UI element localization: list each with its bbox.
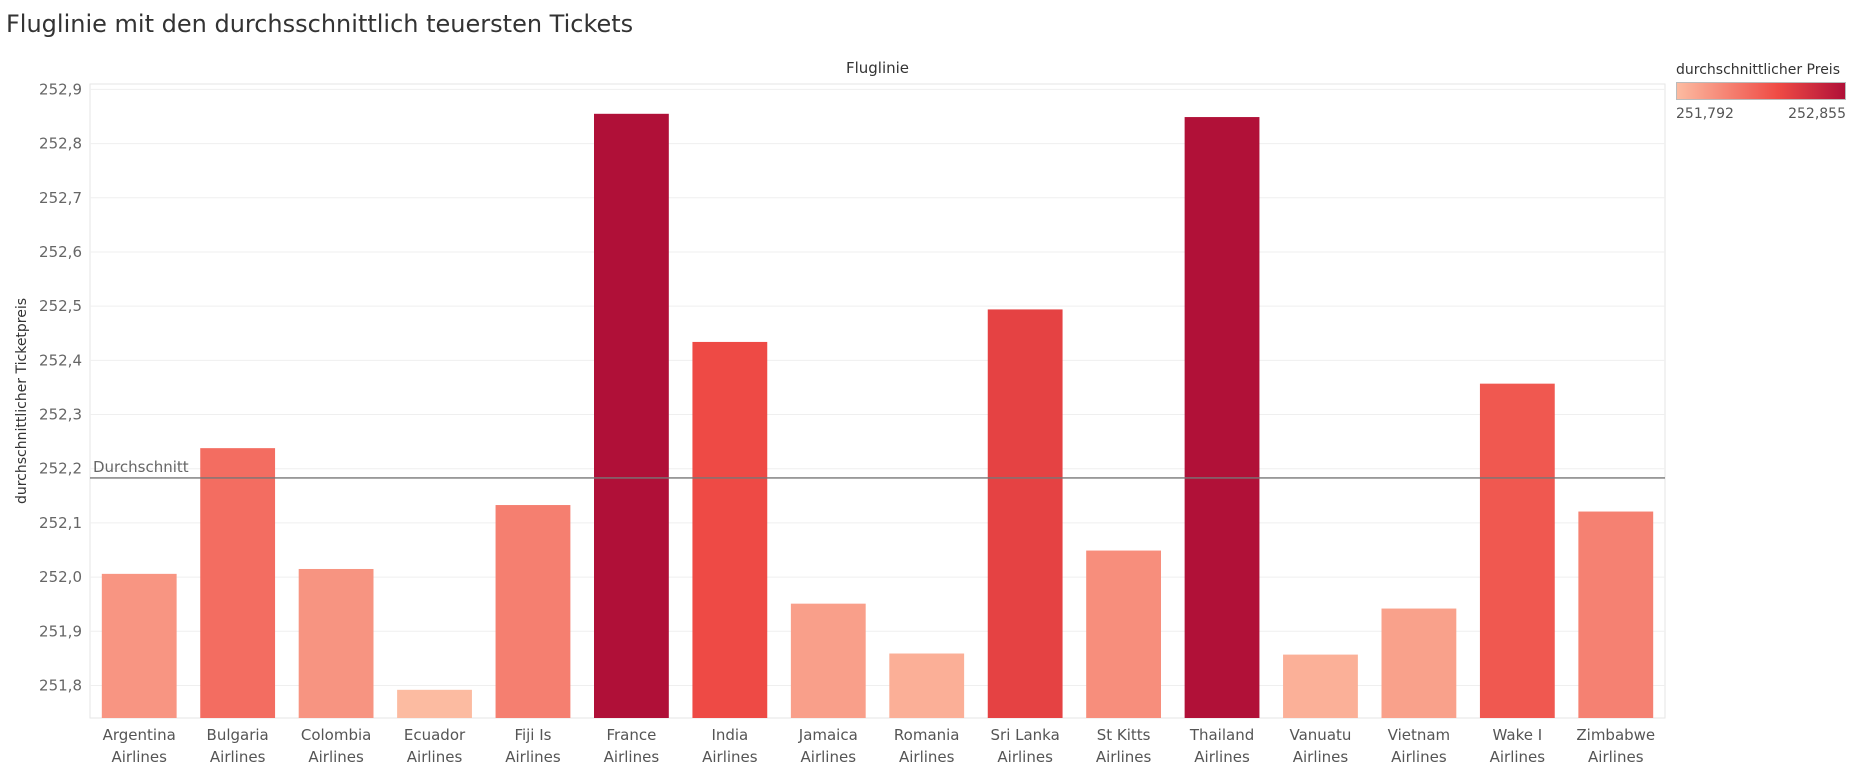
x-tick-label: Vietnam Airlines: [1388, 726, 1451, 766]
x-tick-label: Jamaica Airlines: [798, 726, 858, 766]
bar: [790, 603, 866, 718]
bar: [298, 568, 374, 718]
legend-max-label: 252,855: [1788, 106, 1846, 122]
bar: [987, 309, 1063, 718]
page-title: Fluglinie mit den durchsschnittlich teue…: [6, 10, 634, 38]
y-tick-label: 251,9: [39, 622, 82, 640]
x-tick-label: Wake I Airlines: [1490, 726, 1546, 766]
y-tick-label: 252,1: [39, 514, 82, 532]
y-axis-label: durchschnittlicher Ticketpreis: [14, 298, 30, 504]
y-tick-label: 252,7: [39, 189, 82, 207]
legend-labels: 251,792 252,855: [1676, 106, 1846, 122]
x-tick-label: India Airlines: [702, 726, 758, 766]
color-legend: durchschnittlicher Preis 251,792 252,855: [1676, 62, 1846, 122]
x-tick-label: Fiji Is Airlines: [505, 726, 561, 766]
y-tick-label: 252,4: [39, 351, 82, 369]
legend-gradient-bar: [1676, 82, 1846, 100]
x-tick-label: Colombia Airlines: [301, 726, 372, 766]
y-tick-label: 252,6: [39, 243, 82, 261]
x-tick-label: Zimbabwe Airlines: [1576, 726, 1655, 766]
bar: [889, 653, 965, 718]
bar: [495, 505, 571, 718]
bar: [1184, 117, 1260, 719]
legend-title: durchschnittlicher Preis: [1676, 62, 1840, 78]
y-tick-label: 251,8: [39, 676, 82, 694]
y-tick-label: 252,0: [39, 568, 82, 586]
x-tick-label: Bulgaria Airlines: [207, 726, 269, 766]
bar: [397, 689, 472, 718]
bar: [200, 448, 276, 718]
bar: [1479, 383, 1555, 718]
x-tick-label: Thailand Airlines: [1189, 726, 1254, 766]
bar: [101, 573, 177, 718]
bar: [1086, 550, 1161, 718]
plot-frame: [89, 83, 1666, 719]
legend-min-label: 251,792: [1676, 106, 1734, 122]
x-tick-label: Sri Lanka Airlines: [991, 726, 1060, 766]
x-tick-label: Vanuatu Airlines: [1290, 726, 1352, 766]
y-tick-label: 252,2: [39, 460, 82, 478]
x-tick-label: St Kitts Airlines: [1096, 726, 1152, 766]
bar: [1381, 608, 1457, 718]
x-tick-label: Argentina Airlines: [103, 726, 176, 766]
x-tick-label: France Airlines: [604, 726, 660, 766]
bar: [692, 341, 768, 718]
bar: [594, 113, 669, 719]
x-tick-label: Ecuador Airlines: [404, 726, 466, 766]
y-tick-label: 252,8: [39, 135, 82, 153]
x-axis-label: Fluglinie: [846, 59, 909, 77]
y-tick-label: 252,5: [39, 297, 82, 315]
y-tick-label: 252,9: [39, 80, 82, 98]
bar: [1283, 654, 1358, 718]
average-reference-label: Durchschnitt: [93, 458, 189, 476]
x-tick-label: Romania Airlines: [894, 726, 960, 766]
y-tick-label: 252,3: [39, 406, 82, 424]
bar: [1578, 511, 1654, 718]
